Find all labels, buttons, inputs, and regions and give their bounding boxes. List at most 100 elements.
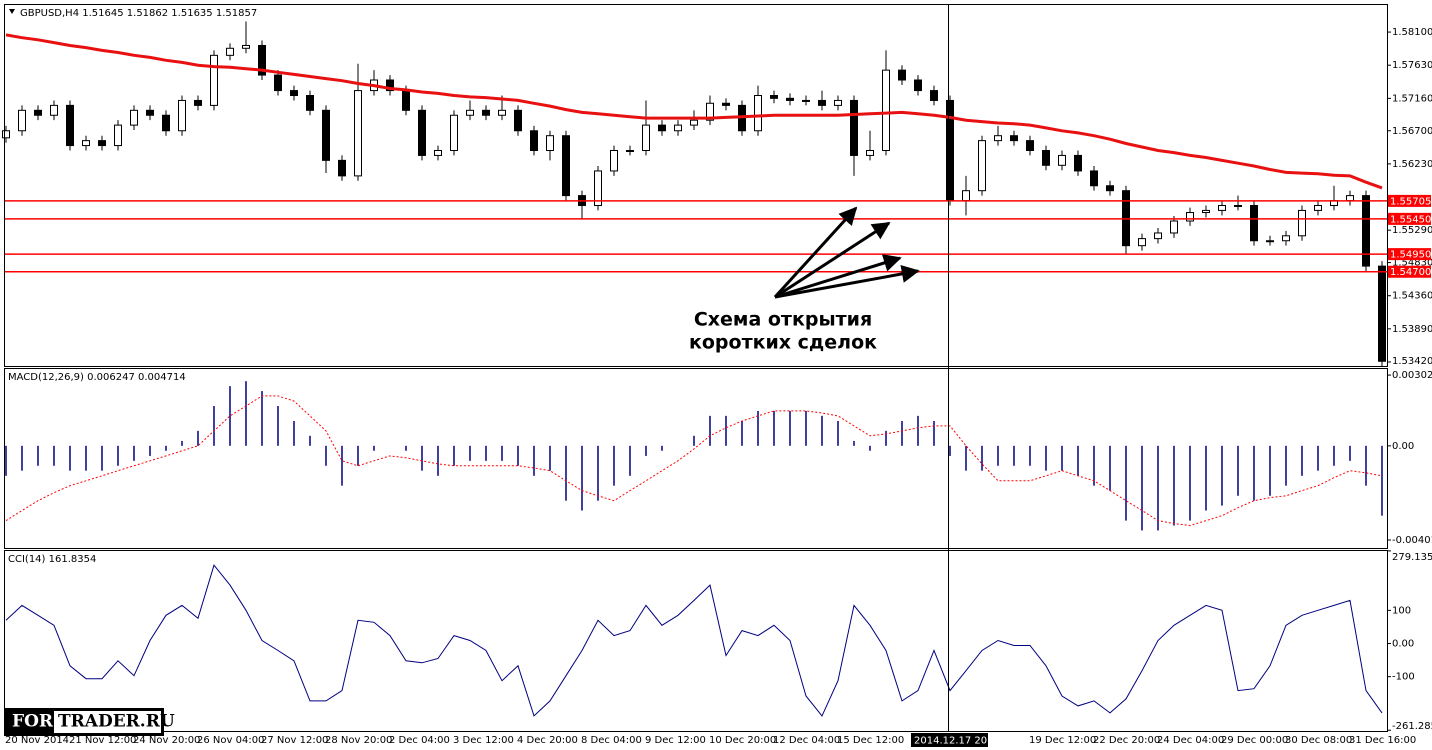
candle-body	[274, 74, 282, 92]
panel-title: GBPUSD,H4 1.51645 1.51862 1.51635 1.5185…	[20, 8, 257, 19]
watermark-right: TRADER.RU	[58, 712, 175, 732]
x-tick-label: 26 Nov 04:00	[197, 735, 264, 746]
candle-body	[1250, 204, 1258, 242]
x-tick-label: 22 Dec 20:00	[1093, 735, 1160, 746]
candle-body	[322, 109, 330, 161]
candle-body	[1314, 204, 1322, 211]
candle-body	[834, 99, 842, 106]
candle-body	[1010, 135, 1018, 142]
candle-body	[466, 109, 474, 116]
x-tick-label: 28 Nov 20:00	[325, 735, 392, 746]
y-tick-label: -0.004019	[1392, 535, 1432, 546]
watermark: FOR TRADER.RU	[4, 708, 175, 736]
candle-body	[1346, 195, 1354, 202]
x-tick-label: 19 Dec 12:00	[1029, 735, 1096, 746]
candle-body	[882, 69, 890, 151]
y-tick-label: -100	[1392, 672, 1415, 683]
x-tick-label: 12 Dec 04:00	[773, 735, 840, 746]
y-tick-label: 1.54830	[1392, 258, 1432, 269]
x-tick-label: 20 Nov 2014	[5, 735, 69, 746]
candle-body	[978, 140, 986, 192]
y-tick-label: 1.53890	[1392, 324, 1432, 335]
level-label: 1.55705	[1390, 196, 1431, 207]
panel-frames	[4, 4, 1388, 732]
candle-body	[1106, 185, 1114, 192]
candle-body	[1378, 265, 1386, 362]
candle-body	[1170, 220, 1178, 234]
candle-body	[706, 102, 714, 121]
candle-body	[1042, 149, 1050, 166]
y-tick-label: 1.54360	[1392, 291, 1432, 302]
arrow	[774, 254, 902, 299]
candle-body	[1362, 195, 1370, 267]
arrow	[773, 206, 858, 299]
candle-body	[802, 99, 810, 102]
candle-body	[1090, 170, 1098, 187]
candle-body	[946, 99, 954, 202]
candle-body	[1026, 140, 1034, 151]
candle-body	[418, 109, 426, 156]
x-tick-label: 27 Nov 12:00	[261, 735, 328, 746]
watermark-box	[54, 711, 161, 733]
candle-body	[482, 109, 490, 116]
moving-average	[5, 33, 1383, 190]
candle-body	[290, 90, 298, 97]
candle-body	[114, 124, 122, 147]
candle-body	[146, 109, 154, 116]
candle-body	[66, 104, 74, 147]
candle-body	[1298, 209, 1306, 237]
candle-body	[338, 159, 346, 177]
candle-body	[1218, 204, 1226, 211]
candle-body	[722, 102, 730, 106]
candle-body	[450, 114, 458, 151]
level-label-box	[1388, 194, 1431, 207]
candle-body	[930, 90, 938, 101]
candle-body	[1074, 154, 1082, 172]
macd-panel	[4, 368, 1388, 549]
candle-body	[690, 119, 698, 126]
candle-body	[82, 140, 90, 147]
y-tick-label: 279.1359	[1392, 552, 1432, 563]
candle-body	[1282, 235, 1290, 242]
candle-body	[130, 109, 138, 126]
candle-body	[770, 95, 778, 99]
level-label: 1.55450	[1390, 214, 1431, 225]
candle-body	[242, 44, 250, 49]
crosshair-label-box	[911, 733, 988, 747]
candle-body	[178, 99, 186, 132]
x-tick-label: 8 Dec 04:00	[581, 735, 642, 746]
candle-body	[194, 99, 202, 106]
level-label: 1.54700	[1390, 267, 1431, 278]
candle-body	[594, 170, 602, 206]
candle-body	[626, 149, 634, 152]
candle-body	[850, 99, 858, 156]
panel-icon	[9, 9, 15, 14]
y-tick-label: 1.58100	[1392, 27, 1432, 38]
plot-area: GBPUSD,H4 1.51645 1.51862 1.51635 1.5185…	[2, 8, 1432, 746]
price-panel	[4, 4, 1388, 367]
candle-body	[386, 79, 394, 92]
candle-body	[818, 99, 826, 106]
candle-body	[98, 140, 106, 147]
arrow	[774, 221, 891, 299]
candle-body	[546, 135, 554, 151]
x-tick-label: 3 Dec 12:00	[453, 735, 514, 746]
candle-body	[1058, 154, 1066, 166]
candle-body	[898, 69, 906, 81]
candle-body	[1234, 204, 1242, 207]
candle-body	[962, 190, 970, 202]
candle-body	[498, 109, 506, 116]
candle-body	[1266, 240, 1274, 243]
y-tick-label: 100	[1392, 605, 1411, 616]
arrow	[774, 265, 920, 299]
y-tick-label: 0.00	[1392, 639, 1414, 650]
level-label: 1.54950	[1390, 250, 1431, 261]
candle-body	[562, 135, 570, 197]
y-tick-label: -261.2851	[1392, 721, 1432, 732]
candle-body	[610, 149, 618, 172]
annotation: коротких сделок	[689, 332, 877, 354]
y-tick-label: 1.55290	[1392, 225, 1432, 236]
y-tick-label: 1.56700	[1392, 126, 1432, 137]
